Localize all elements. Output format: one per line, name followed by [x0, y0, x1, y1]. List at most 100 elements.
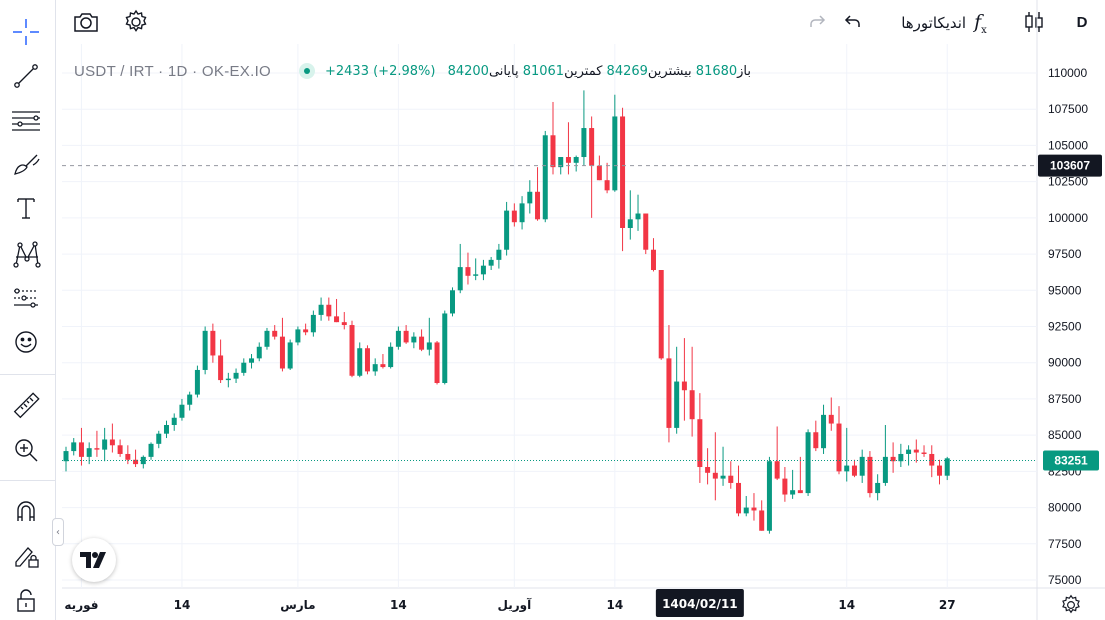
candle-body: [674, 381, 680, 428]
candle-body: [488, 259, 494, 266]
price-tick-label: 102500: [1048, 175, 1088, 189]
candle-body: [109, 439, 115, 446]
candles-type-icon[interactable]: [1020, 8, 1048, 36]
candle-body: [797, 490, 803, 494]
candle-body: [589, 128, 595, 166]
candle-body: [241, 362, 247, 373]
open-value: 81680: [695, 63, 738, 79]
candle-body: [264, 330, 270, 347]
high-value: 84269: [606, 63, 648, 79]
candle-body: [156, 433, 162, 444]
crosshair-date-badge: [655, 589, 744, 617]
candle-body: [163, 425, 169, 434]
candle-body: [63, 451, 69, 462]
market-status-dot[interactable]: [299, 63, 315, 79]
redo-icon[interactable]: [804, 10, 830, 34]
unlock-icon[interactable]: [6, 580, 46, 620]
candle-body: [450, 290, 455, 314]
axis-settings-icon[interactable]: [1060, 594, 1082, 616]
time-tick-label: 14: [606, 598, 623, 612]
candle-body: [372, 364, 378, 372]
brush-icon[interactable]: [6, 144, 46, 184]
candle-body: [898, 453, 904, 462]
candle-body: [403, 330, 409, 343]
candle-body: [78, 442, 84, 457]
ohlc-values: باز81680 بیشترین84269 کمترین81061 پایانی…: [325, 64, 751, 79]
camera-icon[interactable]: [70, 8, 102, 36]
emoji-icon[interactable]: [6, 322, 46, 362]
candle-body: [256, 346, 262, 359]
last-price-label: 83251: [1054, 453, 1088, 467]
zoom-icon[interactable]: [6, 430, 46, 470]
time-tick-label: 14: [838, 598, 855, 612]
candle-body: [380, 364, 386, 368]
candle-body: [94, 448, 100, 450]
candle-body: [125, 453, 131, 460]
tradingview-logo[interactable]: [72, 538, 116, 582]
price-tick-label: 87500: [1048, 392, 1082, 406]
candle-body: [187, 394, 193, 405]
candle-body: [929, 453, 935, 466]
candle-body: [102, 439, 108, 450]
price-tick-label: 97500: [1048, 247, 1082, 261]
candle-body: [751, 507, 757, 511]
crosshair-price-badge: [1038, 154, 1102, 177]
candle-body: [736, 482, 742, 514]
magnet-icon[interactable]: [6, 492, 46, 532]
candle-body: [86, 448, 92, 457]
toolbar-divider: [0, 480, 56, 481]
time-tick-label: 14: [174, 598, 191, 612]
candle-body: [851, 465, 857, 476]
close-label: پایانی: [488, 63, 519, 79]
candle-body: [728, 475, 734, 483]
low-label: کمترین: [564, 63, 603, 79]
candle-body: [596, 165, 602, 181]
trendline-icon[interactable]: [6, 56, 46, 96]
undo-icon[interactable]: [840, 10, 866, 34]
candle-body: [71, 442, 77, 452]
candle-body: [225, 378, 231, 381]
candle-body: [573, 157, 579, 163]
price-tick-label: 110000: [1048, 66, 1087, 80]
time-tick-label: مارس: [280, 598, 315, 612]
candle-body: [867, 456, 873, 494]
candle-body: [913, 449, 919, 453]
crosshair-icon[interactable]: [6, 12, 46, 52]
ruler-icon[interactable]: [6, 386, 46, 426]
time-tick-label: 14: [390, 598, 407, 612]
lock-draw-icon[interactable]: [6, 536, 46, 576]
candle-body: [712, 472, 718, 479]
price-tick-label: 92500: [1048, 320, 1082, 334]
candle-body: [349, 325, 355, 376]
price-tick-label: 100000: [1048, 211, 1088, 225]
candle-body: [766, 461, 772, 531]
candle-body: [419, 336, 425, 350]
horizontal-lines-icon[interactable]: [6, 100, 46, 140]
interval-button[interactable]: D: [1076, 13, 1088, 31]
text-icon[interactable]: [6, 188, 46, 228]
open-label: باز: [737, 63, 752, 79]
collapse-toolbar-button[interactable]: ‹: [52, 518, 64, 546]
candle-body: [620, 116, 626, 228]
candle-body: [442, 313, 448, 383]
candle-body: [743, 507, 749, 514]
forecast-icon[interactable]: [6, 278, 46, 318]
time-tick-label: فوریه: [64, 598, 98, 613]
pattern-icon[interactable]: [6, 234, 46, 274]
candle-body: [272, 330, 278, 337]
candle-body: [650, 249, 656, 271]
candle-body: [875, 482, 881, 494]
candles: [63, 90, 950, 534]
symbol-title[interactable]: USDT / IRT · 1D · OK-EX.IO: [74, 62, 271, 80]
candle-body: [133, 459, 139, 465]
candle-body: [535, 191, 541, 220]
candle-body: [310, 314, 316, 333]
candle-body: [836, 423, 842, 472]
candle-body: [558, 157, 564, 168]
drawing-toolbar: [0, 0, 56, 620]
settings-gear-icon[interactable]: [120, 8, 152, 36]
indicators-label: اندیکاتورها: [901, 14, 967, 32]
candle-body: [627, 219, 633, 228]
indicators-button[interactable]: اندیکاتورها fx: [884, 8, 1004, 38]
